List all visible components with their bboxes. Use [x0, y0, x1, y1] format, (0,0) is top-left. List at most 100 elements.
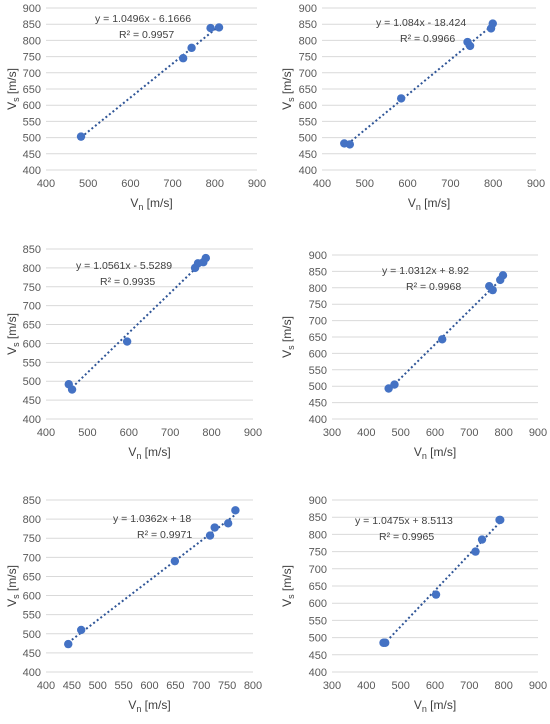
- x-axis-label-main: V: [130, 196, 138, 210]
- y-axis-label-main: V: [5, 347, 19, 355]
- y-tick-label: 900: [23, 3, 41, 15]
- y-axis-label-unit: [m/s]: [5, 68, 19, 97]
- y-axis-label: Vs [m/s]: [5, 313, 21, 355]
- y-axis-label-main: V: [280, 599, 294, 607]
- x-tick-label: 400: [313, 178, 331, 190]
- y-tick-label: 750: [299, 52, 317, 64]
- y-tick-label: 750: [23, 533, 41, 545]
- y-tick-label: 500: [23, 629, 41, 641]
- x-tick-label: 800: [202, 427, 220, 439]
- trendline: [68, 257, 207, 392]
- y-tick-label: 700: [309, 564, 327, 576]
- trendline: [67, 513, 237, 644]
- y-tick-label: 800: [309, 283, 327, 295]
- y-tick-label: 850: [309, 512, 327, 524]
- y-axis-label-main: V: [280, 102, 294, 110]
- trendline: [387, 276, 504, 391]
- scatter-chart-1: 400 450 500 550 600 650 700 750 800 850 900 400 500 6…: [5, 3, 266, 212]
- y-tick-label: 600: [23, 100, 41, 112]
- y-tick-label: 600: [23, 338, 41, 350]
- x-tick-label: 800: [484, 178, 502, 190]
- r-squared-label: R² = 0.9971: [137, 529, 192, 541]
- data-point: [187, 43, 196, 53]
- x-tick-label: 800: [244, 680, 262, 692]
- x-tick-label: 400: [37, 178, 55, 190]
- scatter-chart-5: 400 450 500 550 600 650 700 750 800 850 400 450 500 5…: [5, 495, 262, 714]
- y-tick-label: 650: [309, 332, 327, 344]
- y-axis-label-main: V: [5, 102, 19, 110]
- x-axis-label-main: V: [408, 196, 416, 210]
- y-axis-label-unit: [m/s]: [5, 313, 19, 342]
- y-tick-label: 650: [23, 84, 41, 96]
- x-axis-label-sub: n: [422, 451, 427, 461]
- trendline: [343, 24, 494, 148]
- data-point: [67, 385, 77, 394]
- x-tick-label: 700: [460, 427, 478, 439]
- y-tick-label: 550: [309, 365, 327, 377]
- x-tick-label: 550: [114, 680, 132, 692]
- r-squared-label: R² = 0.9957: [119, 29, 174, 41]
- x-tick-label: 900: [244, 427, 262, 439]
- x-tick-label: 500: [356, 178, 374, 190]
- data-point: [214, 23, 224, 32]
- y-tick-label: 550: [309, 615, 327, 627]
- y-tick-label: 700: [23, 552, 41, 564]
- y-tick-label: 650: [299, 84, 317, 96]
- y-tick-label: 700: [23, 301, 41, 313]
- y-axis-label-unit: [m/s]: [280, 68, 294, 97]
- x-axis-label-sub: n: [416, 202, 421, 212]
- y-axis-label-unit: [m/s]: [280, 565, 294, 594]
- y-tick-label: 450: [299, 149, 317, 161]
- y-tick-label: 900: [309, 250, 327, 262]
- y-tick-label: 650: [23, 571, 41, 583]
- x-tick-label: 500: [79, 178, 97, 190]
- y-tick-label: 450: [23, 648, 41, 660]
- y-axis-label: Vs [m/s]: [280, 316, 296, 358]
- trendline-equation: y = 1.0362x + 18: [113, 513, 191, 525]
- y-tick-label: 600: [309, 348, 327, 360]
- trendline: [80, 25, 220, 139]
- x-tick-label: 600: [121, 178, 139, 190]
- data-point: [477, 535, 487, 544]
- y-tick-label: 400: [23, 165, 41, 177]
- y-tick-label: 800: [23, 263, 41, 275]
- y-tick-label: 900: [299, 3, 317, 15]
- x-axis-label-main: V: [128, 698, 136, 712]
- data-point: [64, 639, 73, 649]
- y-axis-label-unit: [m/s]: [5, 565, 19, 594]
- x-tick-label: 600: [426, 680, 444, 692]
- r-squared-label: R² = 0.9935: [100, 276, 155, 288]
- data-point: [122, 337, 132, 346]
- trendline-equation: y = 1.0312x + 8.92: [382, 265, 469, 277]
- y-axis-label-sub: s: [286, 345, 296, 350]
- data-point: [488, 285, 497, 295]
- y-tick-label: 800: [23, 514, 41, 526]
- scatter-chart-3: 400 450 500 550 600 650 700 750 800 850 400 500 600 7…: [5, 244, 262, 461]
- trendline-equation: y = 1.0475x + 8.5113: [355, 515, 453, 527]
- x-axis-label: Vn [m/s]: [128, 698, 170, 714]
- data-point: [498, 271, 508, 280]
- x-tick-label: 700: [441, 178, 459, 190]
- y-tick-label: 750: [309, 547, 327, 559]
- x-tick-label: 500: [78, 427, 96, 439]
- y-tick-label: 500: [309, 633, 327, 645]
- x-tick-label: 600: [426, 427, 444, 439]
- x-tick-label: 700: [163, 178, 181, 190]
- x-tick-label: 500: [89, 680, 107, 692]
- y-tick-label: 700: [309, 316, 327, 328]
- y-tick-label: 850: [299, 19, 317, 31]
- y-tick-label: 800: [299, 35, 317, 47]
- data-point: [396, 94, 406, 103]
- y-tick-label: 850: [23, 495, 41, 507]
- x-tick-label: 400: [37, 427, 55, 439]
- data-point: [201, 253, 211, 263]
- x-axis-label-sub: n: [136, 451, 141, 461]
- r-squared-label: R² = 0.9965: [379, 531, 434, 543]
- y-tick-label: 850: [23, 244, 41, 256]
- x-tick-label: 800: [494, 427, 512, 439]
- x-axis-label-unit: [m/s]: [141, 698, 170, 712]
- x-tick-label: 600: [120, 427, 138, 439]
- data-point: [223, 519, 233, 528]
- y-tick-label: 450: [23, 149, 41, 161]
- x-tick-label: 450: [63, 680, 81, 692]
